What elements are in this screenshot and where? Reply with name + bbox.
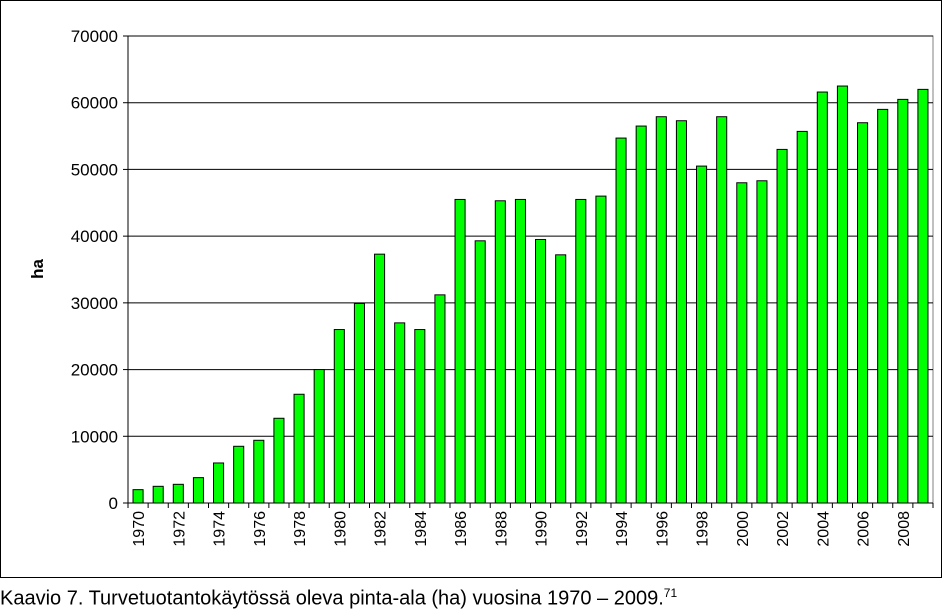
y-tick-label: 30000: [71, 294, 118, 313]
bar-2008: [897, 98, 909, 504]
x-tick-label: 2002: [775, 511, 792, 547]
x-tick-label: 1996: [654, 511, 671, 547]
x-tick-label: 1970: [131, 511, 148, 547]
bar-1972: [172, 483, 184, 504]
bar-2007: [877, 108, 889, 504]
x-tick-label: 1990: [534, 511, 551, 547]
x-tick-label: 1976: [252, 511, 269, 547]
bar-2003: [796, 130, 808, 504]
bar-1994: [615, 137, 627, 504]
bar-1981: [353, 303, 365, 504]
bar-2002: [776, 148, 788, 504]
x-tick-label: 1982: [373, 511, 390, 547]
figure-caption: Kaavio 7. Turvetuotantokäytössä oleva pi…: [0, 586, 677, 611]
y-axis-title: ha: [28, 259, 47, 279]
bar-1987: [474, 240, 486, 504]
x-tick-label: 1978: [292, 511, 309, 547]
x-tick-label: 1998: [695, 511, 712, 547]
x-tick-label: 1988: [493, 511, 510, 547]
bar-1973: [192, 477, 204, 504]
bar-1977: [273, 417, 285, 504]
bar-1974: [213, 462, 225, 504]
chart-frame: 0 10000 20000 30000 40000 50000 60000 70000 197…: [0, 0, 942, 578]
y-tick-label: 40000: [71, 227, 118, 246]
x-tick-label: 2006: [856, 511, 873, 547]
bar-1989: [514, 198, 526, 504]
bar-1986: [454, 198, 466, 504]
x-tick-label: 1992: [574, 511, 591, 547]
bar-1983: [394, 322, 406, 504]
bar-1984: [414, 329, 426, 504]
bar-1999: [716, 116, 728, 504]
bar-1985: [434, 294, 446, 504]
plot-area: [127, 35, 934, 504]
caption-footnote: 71: [663, 586, 678, 600]
gridlines: [128, 35, 933, 437]
bar-1982: [374, 253, 386, 504]
bar-2001: [756, 180, 768, 504]
bar-2004: [816, 91, 828, 504]
bar-2000: [736, 182, 748, 504]
x-tick-label: 1994: [614, 511, 631, 547]
bar-1988: [494, 200, 506, 504]
bar-2005: [836, 85, 848, 504]
bar-1976: [253, 439, 265, 504]
x-tick-label: 2008: [896, 511, 913, 547]
x-tick-label: 1984: [413, 511, 430, 547]
y-tick-label: 70000: [71, 27, 118, 46]
x-tick-label: 2000: [735, 511, 752, 547]
y-tick-label: 60000: [71, 94, 118, 113]
bar-1970: [132, 489, 144, 504]
bar-1991: [555, 254, 567, 504]
x-tick-label: 1980: [332, 511, 349, 547]
bar-1997: [675, 120, 687, 504]
bar-1990: [535, 238, 547, 504]
x-tick-label: 1986: [453, 511, 470, 547]
y-tick-label: 10000: [71, 427, 118, 446]
bar-1995: [635, 125, 647, 504]
bar-chart: 0 10000 20000 30000 40000 50000 60000 70000 197…: [28, 27, 934, 547]
bar-2009: [917, 88, 929, 504]
y-tick-label: 0: [109, 494, 118, 513]
x-tick-label: 2004: [815, 511, 832, 547]
x-tick-labels: 1970 1972 1974 1976 1978 1980 1982 1984 1986 1988…: [127, 503, 934, 547]
bar-1998: [696, 165, 708, 504]
y-tick-label: 20000: [71, 361, 118, 380]
bar-1980: [333, 329, 345, 504]
x-tick-label: 1974: [212, 511, 229, 547]
y-tick-label: 50000: [71, 160, 118, 179]
caption-text: Kaavio 7. Turvetuotantokäytössä oleva pi…: [0, 587, 664, 610]
bar-1996: [655, 116, 667, 504]
bar-1993: [595, 195, 607, 504]
bar-1992: [575, 198, 587, 504]
bars: [132, 85, 929, 504]
bar-1978: [293, 393, 305, 504]
bar-1971: [152, 485, 164, 504]
bar-1979: [313, 369, 325, 504]
x-tick-label: 1972: [171, 511, 188, 547]
bar-2006: [857, 122, 869, 504]
bar-1975: [233, 445, 245, 504]
y-tick-labels: 0 10000 20000 30000 40000 50000 60000 70000: [71, 27, 128, 513]
